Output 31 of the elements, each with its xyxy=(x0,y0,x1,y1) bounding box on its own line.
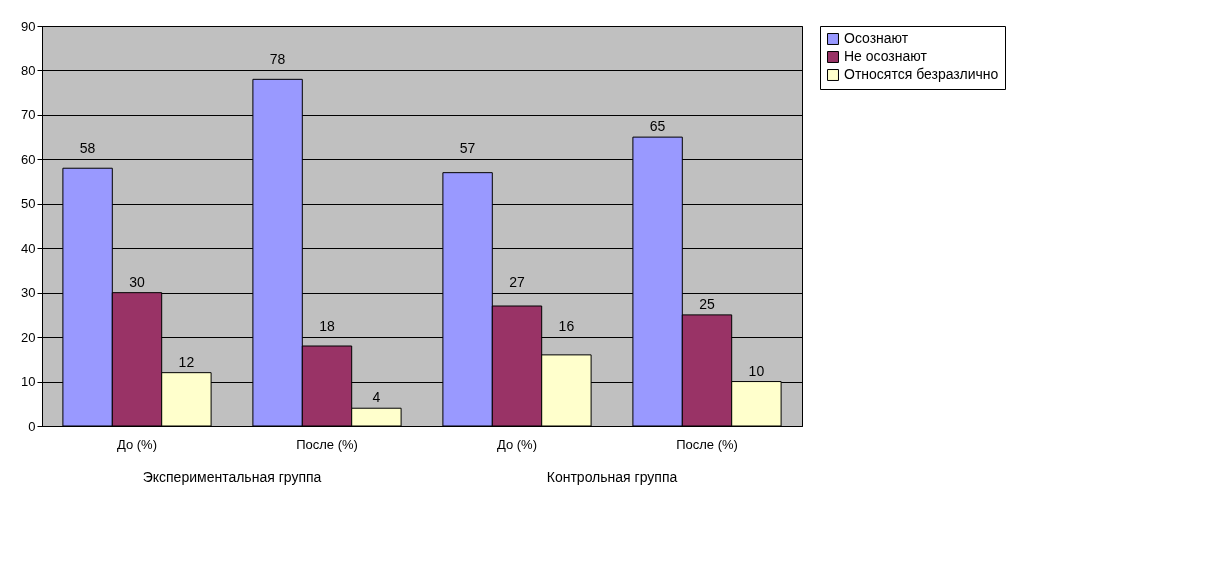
data-label: 25 xyxy=(699,295,715,312)
data-label: 58 xyxy=(79,140,96,157)
y-tick-label: 10 xyxy=(21,374,36,390)
y-tick-label: 70 xyxy=(21,107,36,123)
data-label: 57 xyxy=(459,140,476,157)
y-tick-label: 90 xyxy=(21,18,36,34)
data-label: 65 xyxy=(649,118,666,135)
y-tick-label: 40 xyxy=(21,240,36,256)
x-tick-label: После (%) xyxy=(676,436,738,452)
legend-label: Осознают xyxy=(844,30,909,46)
y-tick-label: 80 xyxy=(21,62,36,78)
data-label: 10 xyxy=(748,362,765,379)
y-tick-label: 30 xyxy=(21,285,36,301)
x-tick-label: До (%) xyxy=(496,436,538,452)
y-tick-label: 50 xyxy=(21,196,36,212)
data-label: 27 xyxy=(509,273,525,290)
legend-label: Относятся безразлично xyxy=(844,66,999,82)
data-label: 30 xyxy=(129,273,145,290)
y-tick-label: 60 xyxy=(21,151,36,167)
x-tick-label: После (%) xyxy=(296,436,358,452)
text: Контрольная группа xyxy=(546,469,678,485)
data-label: 78 xyxy=(269,51,286,68)
x-tick-label: До (%) xyxy=(116,436,158,452)
legend-label: Не осознают xyxy=(844,48,928,64)
data-label: 16 xyxy=(558,318,575,335)
data-label: 18 xyxy=(319,318,335,335)
text: Экспериментальная группа xyxy=(142,469,322,485)
y-tick-label: 0 xyxy=(28,418,36,434)
data-label: 4 xyxy=(372,389,381,406)
y-tick-label: 20 xyxy=(21,329,36,345)
data-label: 12 xyxy=(178,353,195,370)
